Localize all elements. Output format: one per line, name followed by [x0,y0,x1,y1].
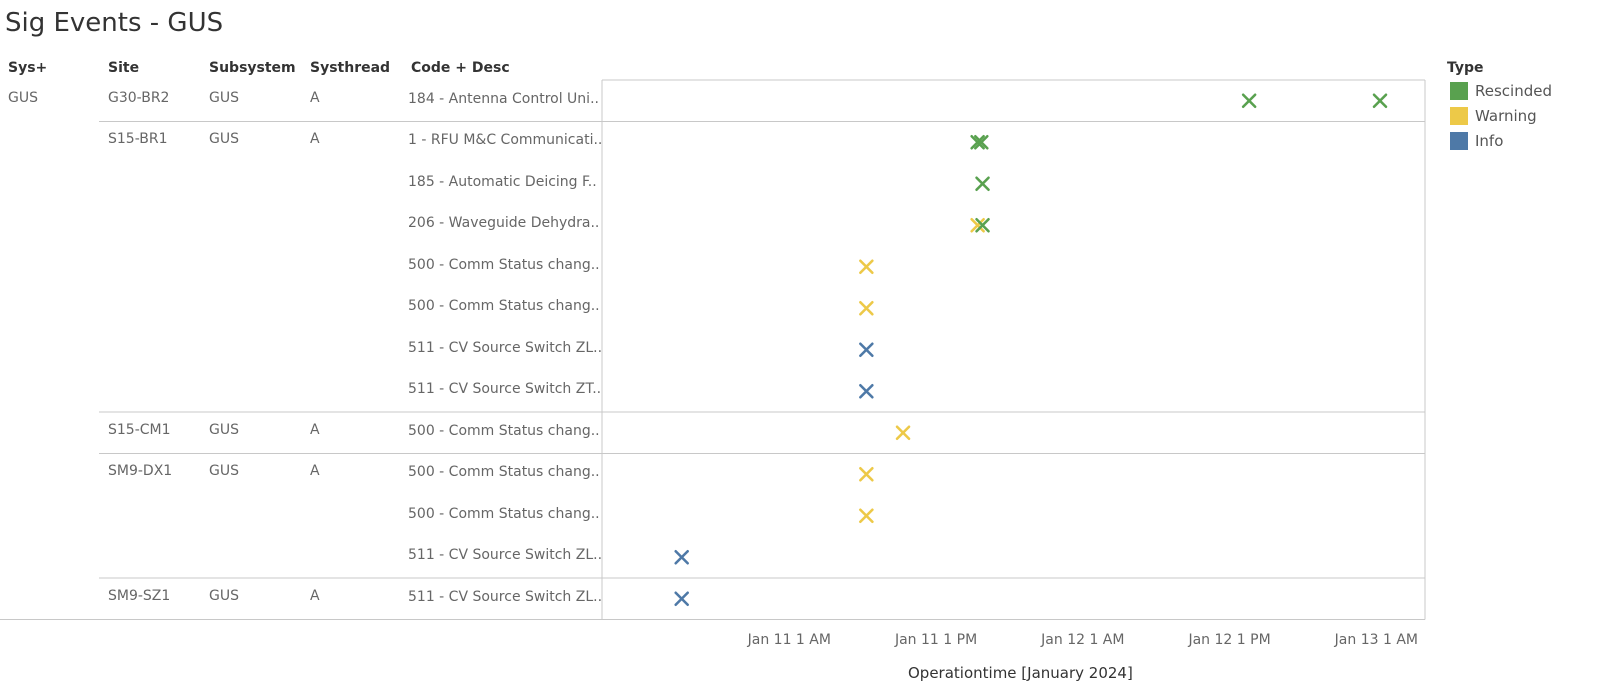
event-mark-warning[interactable] [859,466,874,482]
event-mark-info[interactable] [674,591,689,607]
legend-label-rescinded: Rescinded [1475,82,1552,100]
event-mark-info[interactable] [859,342,874,358]
event-mark-rescinded[interactable] [975,217,990,233]
event-mark-warning[interactable] [859,508,874,524]
row-systhread-label: A [310,587,320,604]
header-site[interactable]: Site [108,60,140,76]
event-mark-info[interactable] [674,549,689,565]
event-mark-rescinded[interactable] [1372,93,1388,109]
row-code-label: 511 - CV Source Switch ZT.. [408,381,602,398]
event-mark-warning[interactable] [970,217,985,233]
x-tick-label: Jan 11 1 PM [894,632,977,648]
row-code-label: 511 - CV Source Switch ZL.. [408,547,603,564]
event-mark-info[interactable] [859,383,874,399]
row-systhread-label: A [310,463,320,480]
row-systhread-label: A [310,131,320,148]
event-mark-rescinded[interactable] [970,134,985,150]
legend-label-info: Info [1475,132,1504,150]
row-site-label: SM9-DX1 [108,463,173,480]
row-site-label: SM9-SZ1 [108,587,171,604]
legend-label-warning: Warning [1475,107,1537,125]
chart-title: Sig Events - GUS [5,8,224,38]
header-subsystem[interactable]: Subsystem [209,60,296,76]
row-site-label: S15-CM1 [108,421,171,438]
x-tick-label: Jan 12 1 PM [1187,632,1270,648]
row-code-label: 511 - CV Source Switch ZL.. [408,339,603,356]
row-code-label: 206 - Waveguide Dehydra.. [408,215,600,232]
row-site-label: G30-BR2 [108,89,170,106]
header-sys[interactable]: Sys+ [8,60,48,76]
row-code-label: 500 - Comm Status chang.. [408,256,600,273]
row-systhread-label: A [310,89,320,106]
header-systhread[interactable]: Systhread [310,60,391,76]
x-tick-label: Jan 12 1 AM [1040,632,1124,648]
row-code-label: 1 - RFU M&C Communicati.. [408,132,603,149]
event-mark-rescinded[interactable] [1241,93,1257,109]
x-tick-label: Jan 13 1 AM [1334,632,1418,648]
row-code-label: 500 - Comm Status chang.. [408,505,600,522]
event-mark-warning[interactable] [859,259,874,275]
row-code-label: 500 - Comm Status chang.. [408,298,600,315]
row-code-label: 500 - Comm Status chang.. [408,422,600,439]
row-code-label: 511 - CV Source Switch ZL.. [408,588,603,605]
header-code-desc[interactable]: Code + Desc [411,60,510,76]
row-code-label: 184 - Antenna Control Uni.. [408,90,599,107]
row-site-label: S15-BR1 [108,131,168,148]
row-subsystem-label: GUS [209,421,239,438]
row-subsystem-label: GUS [209,463,239,480]
row-subsystem-label: GUS [209,587,239,604]
legend-swatch-rescinded [1450,82,1468,100]
legend-swatch-info [1450,132,1468,150]
event-mark-rescinded[interactable] [975,176,990,192]
event-mark-rescinded[interactable] [974,134,989,150]
row-code-label: 500 - Comm Status chang.. [408,464,600,481]
event-mark-warning[interactable] [859,300,874,316]
legend-swatch-warning [1450,107,1468,125]
row-code-label: 185 - Automatic Deicing F.. [408,173,597,190]
row-subsystem-label: GUS [209,89,239,106]
event-mark-warning[interactable] [895,425,911,441]
x-axis-title: Operationtime [January 2024] [908,664,1133,682]
row-subsystem-label: GUS [209,131,239,148]
x-tick-label: Jan 11 1 AM [747,632,831,648]
row-systhread-label: A [310,421,320,438]
legend-title: Type [1447,60,1484,76]
row-sys-label: GUS [8,89,38,106]
